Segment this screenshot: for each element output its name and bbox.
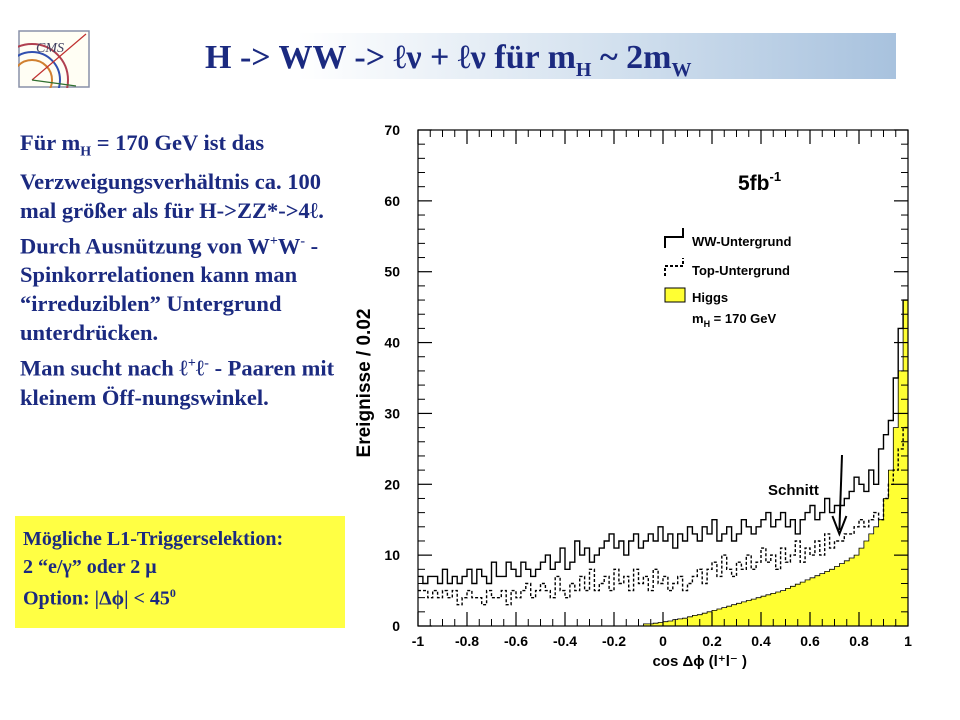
trigger-selection-box: Mögliche L1-Triggerselektion: 2 “e/γ” od… xyxy=(15,516,345,628)
y-tick-label: 60 xyxy=(384,193,400,209)
y-tick-label: 20 xyxy=(384,476,400,492)
x-tick-label: -0.8 xyxy=(455,633,479,649)
annotation-arrow-shaft xyxy=(838,454,843,531)
legend-higgs-mass-label: mH = 170 GeV xyxy=(692,311,777,329)
y-tick-label: 70 xyxy=(384,122,400,138)
cms-logo-label: CMS xyxy=(36,41,64,56)
description-paragraph-3: Man sucht nach ℓ+ℓ- - Paaren mit kleinem… xyxy=(20,355,335,410)
y-tick-label: 40 xyxy=(384,335,400,351)
x-tick-label: 0.6 xyxy=(800,633,820,649)
y-tick-label: 10 xyxy=(384,547,400,563)
x-axis-label: cos Δϕ (l⁺l⁻ ) xyxy=(652,653,747,670)
plot-frame xyxy=(417,129,909,627)
annotation-arrow-head xyxy=(831,515,848,537)
x-tick-label: 1 xyxy=(904,633,912,649)
legend-top-swatch xyxy=(664,258,684,276)
trigger-line-3: Option: |Δϕ| < 450 xyxy=(23,586,176,610)
x-tick-label: 0.8 xyxy=(849,633,869,649)
y-axis-label: Ereignisse / 0.02 xyxy=(354,309,375,458)
series-ww-background xyxy=(418,299,908,585)
legend-higgs-swatch xyxy=(664,287,686,303)
series-top-background xyxy=(418,426,908,606)
legend-ww-label: WW-Untergrund xyxy=(692,234,791,249)
y-tick-label: 0 xyxy=(392,618,400,634)
x-tick-label: 0.4 xyxy=(751,633,771,649)
x-tick-label: -0.2 xyxy=(602,633,626,649)
description-text: Für mH = 170 GeV ist das Verzweigungsver… xyxy=(20,128,360,412)
page-title: H -> WW -> ℓν + ℓν für mH ~ 2mW xyxy=(205,39,692,81)
legend-higgs-label: Higgs xyxy=(692,290,728,305)
trigger-line-2: 2 “e/γ” oder 2 μ xyxy=(23,556,157,578)
legend-ww-swatch xyxy=(664,228,684,248)
title-bar xyxy=(98,33,896,79)
x-tick-label: -1 xyxy=(412,633,425,649)
annotation-label: Schnitt xyxy=(768,482,819,499)
x-tick-label: -0.4 xyxy=(553,633,577,649)
trigger-line-1: Mögliche L1-Triggerselektion: xyxy=(23,528,284,550)
x-tick-label: 0.2 xyxy=(702,633,722,649)
description-paragraph-1: Für mH = 170 GeV ist das Verzweigungsver… xyxy=(20,130,324,223)
x-tick-label: -0.6 xyxy=(504,633,528,649)
cms-logo: CMS xyxy=(18,30,90,88)
x-tick-label: 0 xyxy=(659,633,667,649)
description-paragraph-2: Durch Ausnützung von W+W- -Spinkorrelati… xyxy=(20,233,319,345)
luminosity-label: 5fb-1 xyxy=(738,169,781,195)
y-tick-label: 50 xyxy=(384,264,400,280)
y-tick-label: 30 xyxy=(384,405,400,421)
legend-top-label: Top-Untergrund xyxy=(692,263,790,278)
